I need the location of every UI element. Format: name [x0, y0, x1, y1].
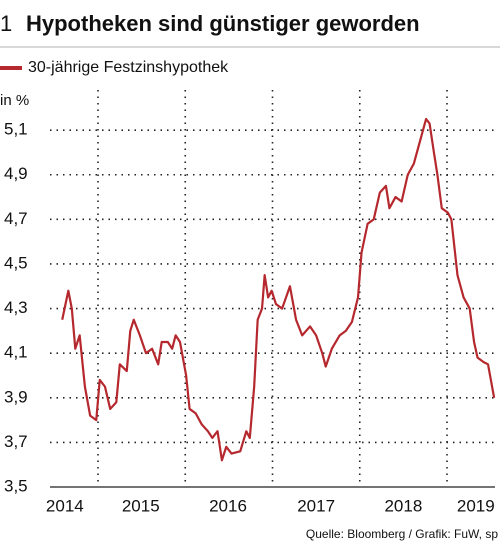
x-tick-label: 2015 — [122, 496, 160, 515]
legend-label: 30-jährige Festzinshypothek — [28, 59, 229, 76]
y-tick-label: 4,9 — [4, 164, 28, 183]
y-tick-label: 4,1 — [4, 343, 28, 362]
source: Quelle: Bloomberg / Grafik: FuW, sp — [306, 527, 498, 541]
y-tick-label: 3,5 — [4, 476, 28, 495]
x-tick-label: 2018 — [384, 496, 422, 515]
y-tick-label: 5,1 — [4, 120, 28, 139]
x-tick-label: 2014 — [46, 496, 84, 515]
y-tick-label: 3,7 — [4, 432, 28, 451]
y-tick-label: 4,3 — [4, 298, 28, 317]
chart-number: 1 — [0, 11, 12, 36]
x-tick-label: 2016 — [209, 496, 247, 515]
y-tick-label: 3,9 — [4, 387, 28, 406]
y-axis-label: in % — [0, 92, 29, 109]
y-tick-label: 4,5 — [4, 253, 28, 272]
y-tick-label: 4,7 — [4, 209, 28, 228]
data-line — [61, 117, 496, 462]
chart-title: Hypotheken sind günstiger geworden — [26, 11, 420, 36]
x-tick-label: 2017 — [297, 496, 335, 515]
x-tick-label: 2019 — [457, 496, 495, 515]
